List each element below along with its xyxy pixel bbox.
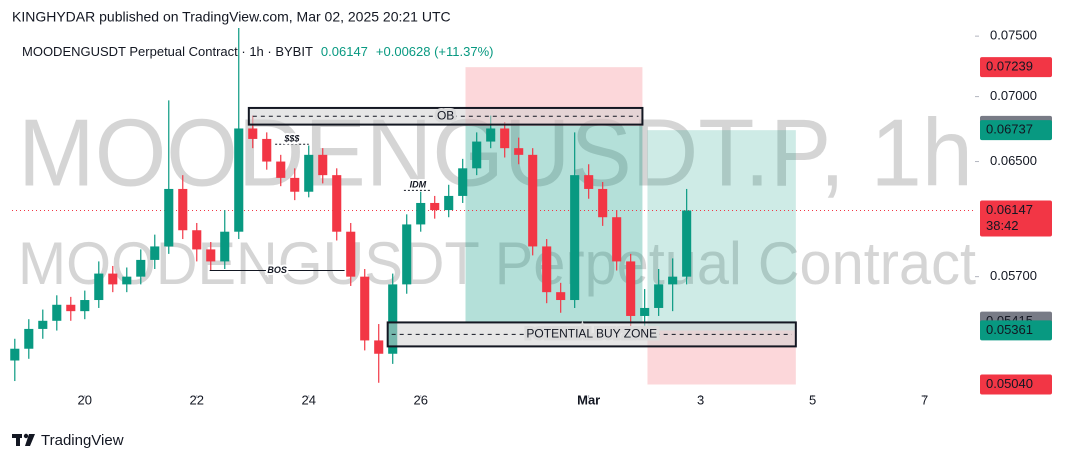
publisher: KINGHYDAR published on TradingView.com, … [12, 9, 451, 25]
x-tick-label: 26 [413, 392, 427, 407]
price-tag [980, 374, 1052, 395]
zone-label: POTENTIAL BUY ZONE [526, 327, 657, 341]
candle-body [486, 128, 496, 142]
candle-body [234, 128, 244, 232]
candle-body [94, 273, 104, 301]
price-tag [980, 57, 1052, 78]
symbol: MOODENGUSDT Perpetual Contract · 1h · BY… [22, 44, 313, 59]
candle-body [668, 276, 678, 285]
candle-body [164, 188, 174, 247]
x-tick-label: 24 [302, 392, 316, 407]
candle-body [52, 304, 62, 321]
annotation-label: BOS [267, 265, 287, 275]
price-tag-label: 0.06147 [986, 202, 1033, 217]
candle-body [108, 273, 118, 285]
candle-body [318, 154, 328, 176]
candle-body [10, 348, 20, 361]
candle-body [262, 138, 272, 162]
candle-body [206, 249, 216, 262]
candle-body [150, 246, 160, 260]
candle-body [38, 320, 48, 329]
candle-body [220, 231, 230, 262]
candle-body [612, 217, 622, 262]
candle-body [374, 340, 384, 354]
candle-body [528, 154, 538, 247]
legend: MOODENGUSDT Perpetual Contract · 1h · BY… [22, 44, 493, 59]
x-tick-label: Mar [577, 392, 600, 407]
x-tick-label: 20 [78, 392, 92, 407]
candle-body [388, 284, 398, 354]
candle-body [290, 177, 300, 192]
logo [12, 433, 35, 446]
candle-body [178, 188, 188, 231]
candle-body [402, 224, 412, 285]
x-tick-label: 3 [697, 392, 704, 407]
last-price: 0.06147 [321, 44, 368, 59]
candle-body [556, 292, 566, 301]
candle-body [276, 161, 286, 178]
candle-body [514, 148, 524, 155]
plot: 0.07500 0.07000 0.06500 0.05700 20 22 24 26 Mar 3… [10, 28, 1052, 407]
candle-body [458, 168, 468, 196]
candle-body [332, 175, 342, 232]
change: +0.00628 (+11.37%) [376, 44, 494, 59]
candle-body [416, 202, 426, 225]
candle-body [24, 328, 34, 349]
candle-body [360, 276, 370, 341]
y-tick-label: 0.07500 [990, 28, 1037, 43]
candle-body [136, 259, 146, 277]
candle-body [682, 210, 692, 277]
candle-body [570, 175, 580, 301]
candle-body [654, 284, 664, 308]
x-tick-label: 22 [190, 392, 204, 407]
zone-label: OB [437, 108, 454, 122]
annotation-label: IDM [410, 180, 427, 190]
y-tick-label: 0.07000 [990, 88, 1037, 103]
watermark-subtitle: MOODENGUSDT Perpetual Contract [18, 230, 976, 297]
brand: TradingView [41, 432, 124, 449]
candle-body [80, 300, 90, 312]
price-tag [980, 120, 1052, 141]
price-tag [980, 320, 1052, 341]
price-tag-label: 0.05040 [986, 376, 1033, 391]
price-tag [980, 200, 1052, 237]
y-tick-label: 0.06500 [990, 153, 1037, 168]
price-tag-label: 0.07239 [986, 59, 1033, 74]
candle-body [192, 230, 202, 250]
candle-body [248, 128, 258, 139]
candle-body [598, 188, 608, 218]
candle-body [122, 276, 132, 285]
candle-body [500, 128, 510, 149]
price-tag-countdown: 38:42 [986, 218, 1019, 233]
candle-body [626, 261, 636, 316]
y-tick-label: 0.05700 [990, 268, 1037, 283]
x-tick-label: 7 [921, 392, 928, 407]
candle-body [542, 246, 552, 293]
candle-body [430, 202, 440, 211]
price-tag-label: 0.05361 [986, 322, 1033, 337]
annotation-label: $$$ [283, 134, 300, 144]
candle-body [444, 195, 454, 211]
target-zone [647, 130, 796, 331]
candle-body [304, 154, 314, 192]
price-tag-label: 0.06737 [986, 122, 1033, 137]
candle-body [472, 141, 482, 169]
x-tick-label: 5 [809, 392, 816, 407]
candle-body [66, 304, 76, 312]
candle-body [584, 175, 594, 189]
candle-body [640, 307, 650, 316]
candle-body [346, 231, 356, 277]
